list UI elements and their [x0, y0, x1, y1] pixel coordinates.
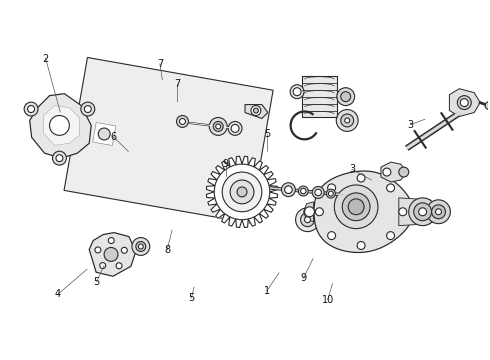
Text: 7: 7: [174, 78, 180, 89]
Circle shape: [231, 125, 239, 132]
Circle shape: [100, 262, 106, 269]
Text: 3: 3: [349, 164, 355, 174]
Circle shape: [290, 85, 304, 99]
Circle shape: [341, 92, 351, 102]
Polygon shape: [381, 162, 407, 182]
Circle shape: [179, 118, 185, 125]
Polygon shape: [314, 171, 413, 252]
Circle shape: [316, 208, 323, 216]
Text: 5: 5: [264, 129, 270, 139]
Polygon shape: [449, 89, 480, 117]
Circle shape: [56, 155, 63, 162]
Circle shape: [27, 105, 35, 113]
Circle shape: [399, 167, 409, 177]
Circle shape: [305, 207, 315, 217]
Text: 5: 5: [94, 277, 100, 287]
Text: 3: 3: [407, 120, 414, 130]
Circle shape: [305, 217, 311, 223]
Text: 10: 10: [321, 295, 334, 305]
Circle shape: [84, 105, 91, 113]
Circle shape: [285, 186, 292, 193]
Circle shape: [237, 187, 247, 197]
Circle shape: [251, 105, 261, 116]
Circle shape: [300, 188, 306, 194]
Circle shape: [348, 199, 364, 215]
Circle shape: [209, 117, 227, 135]
Polygon shape: [206, 156, 278, 228]
Circle shape: [409, 198, 437, 226]
Text: 9: 9: [222, 159, 229, 169]
Circle shape: [298, 186, 308, 196]
Circle shape: [222, 172, 262, 212]
Text: 6: 6: [111, 132, 117, 142]
Circle shape: [312, 186, 324, 198]
Circle shape: [337, 88, 355, 105]
Circle shape: [138, 244, 143, 249]
Circle shape: [230, 180, 254, 204]
Circle shape: [432, 205, 445, 219]
Circle shape: [213, 121, 223, 131]
Text: 1: 1: [264, 286, 270, 296]
Polygon shape: [30, 94, 91, 158]
Circle shape: [49, 116, 70, 135]
Polygon shape: [245, 105, 268, 118]
Circle shape: [176, 116, 189, 127]
Circle shape: [460, 99, 468, 107]
Circle shape: [253, 108, 258, 113]
FancyBboxPatch shape: [302, 76, 337, 117]
Polygon shape: [93, 122, 116, 145]
Circle shape: [328, 231, 336, 239]
Circle shape: [108, 238, 114, 243]
Circle shape: [418, 208, 427, 216]
Polygon shape: [64, 58, 273, 223]
Circle shape: [414, 203, 432, 221]
Circle shape: [81, 102, 95, 116]
Circle shape: [485, 102, 490, 109]
Text: 9: 9: [300, 273, 306, 283]
Text: 4: 4: [55, 289, 61, 299]
Circle shape: [116, 263, 122, 269]
Circle shape: [387, 184, 394, 192]
Circle shape: [132, 238, 150, 255]
Circle shape: [357, 174, 365, 182]
Text: 5: 5: [188, 293, 195, 303]
Circle shape: [357, 242, 365, 249]
Circle shape: [281, 183, 295, 197]
Circle shape: [214, 164, 270, 220]
Circle shape: [336, 109, 358, 131]
Circle shape: [300, 213, 315, 227]
Polygon shape: [399, 198, 431, 226]
Circle shape: [95, 247, 101, 253]
Circle shape: [341, 114, 354, 127]
Text: 2: 2: [43, 54, 49, 64]
Circle shape: [342, 193, 370, 221]
Circle shape: [326, 189, 335, 198]
Circle shape: [457, 96, 471, 109]
Circle shape: [334, 185, 378, 229]
Circle shape: [228, 121, 242, 135]
Circle shape: [104, 247, 118, 261]
Circle shape: [136, 242, 146, 251]
Circle shape: [399, 208, 407, 216]
Circle shape: [293, 88, 301, 96]
Text: 7: 7: [157, 59, 163, 69]
Text: 8: 8: [164, 245, 170, 255]
Polygon shape: [89, 233, 136, 276]
Circle shape: [436, 209, 441, 215]
Circle shape: [122, 247, 127, 253]
Circle shape: [24, 102, 38, 116]
Polygon shape: [303, 202, 314, 222]
Circle shape: [328, 191, 333, 196]
Circle shape: [315, 189, 321, 196]
Circle shape: [295, 208, 319, 231]
Circle shape: [52, 151, 66, 165]
Circle shape: [427, 200, 450, 224]
Circle shape: [98, 128, 110, 140]
Circle shape: [383, 168, 391, 176]
Circle shape: [345, 118, 350, 123]
Circle shape: [216, 124, 220, 129]
Circle shape: [328, 184, 336, 192]
Polygon shape: [44, 105, 79, 145]
Circle shape: [387, 231, 394, 239]
